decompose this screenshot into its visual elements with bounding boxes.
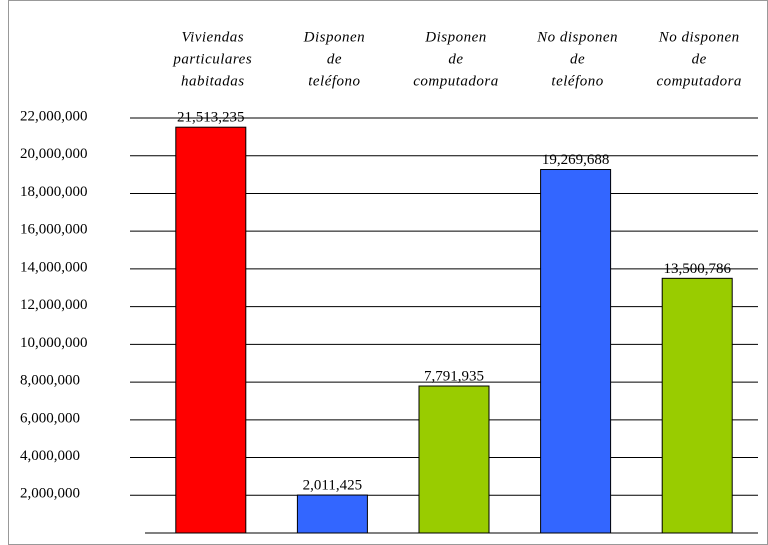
y-tick-label: 2,000,000	[20, 486, 80, 502]
category-label: computadora	[413, 73, 499, 89]
category-label: habitadas	[181, 73, 245, 89]
y-tick-label: 18,000,000	[20, 184, 88, 200]
category-label: Viviendas	[182, 29, 245, 45]
category-label: No disponen	[658, 29, 740, 45]
bar	[540, 169, 612, 534]
y-tick-label: 12,000,000	[20, 297, 88, 313]
category-label: Disponen	[303, 29, 366, 45]
y-tick-label: 16,000,000	[20, 222, 88, 238]
category-label: de	[448, 51, 463, 67]
y-tick-label: 20,000,000	[20, 146, 88, 162]
bar	[175, 126, 247, 534]
category-label: Disponen	[424, 29, 487, 45]
y-tick-label: 4,000,000	[20, 448, 80, 464]
category-label: de	[692, 51, 707, 67]
value-label: 13,500,786	[663, 261, 731, 277]
value-label: 19,269,688	[542, 152, 610, 168]
y-tick-label: 10,000,000	[20, 335, 88, 351]
bar	[296, 494, 368, 534]
frame	[8, 0, 768, 545]
bar	[418, 385, 490, 534]
bar	[661, 277, 733, 534]
category-label: particulares	[172, 51, 252, 67]
category-label: de	[327, 51, 342, 67]
category-label: No disponen	[536, 29, 618, 45]
value-label: 21,513,235	[177, 110, 245, 126]
category-label: teléfono	[551, 73, 603, 89]
value-label: 2,011,425	[303, 477, 362, 493]
y-tick-label: 8,000,000	[20, 373, 80, 389]
y-tick-label: 14,000,000	[20, 259, 88, 275]
value-label: 7,791,935	[424, 368, 484, 384]
category-label: de	[570, 51, 585, 67]
category-label: teléfono	[308, 73, 360, 89]
category-label: computadora	[656, 73, 742, 89]
y-tick-label: 6,000,000	[20, 410, 80, 426]
y-tick-label: 22,000,000	[20, 108, 88, 124]
